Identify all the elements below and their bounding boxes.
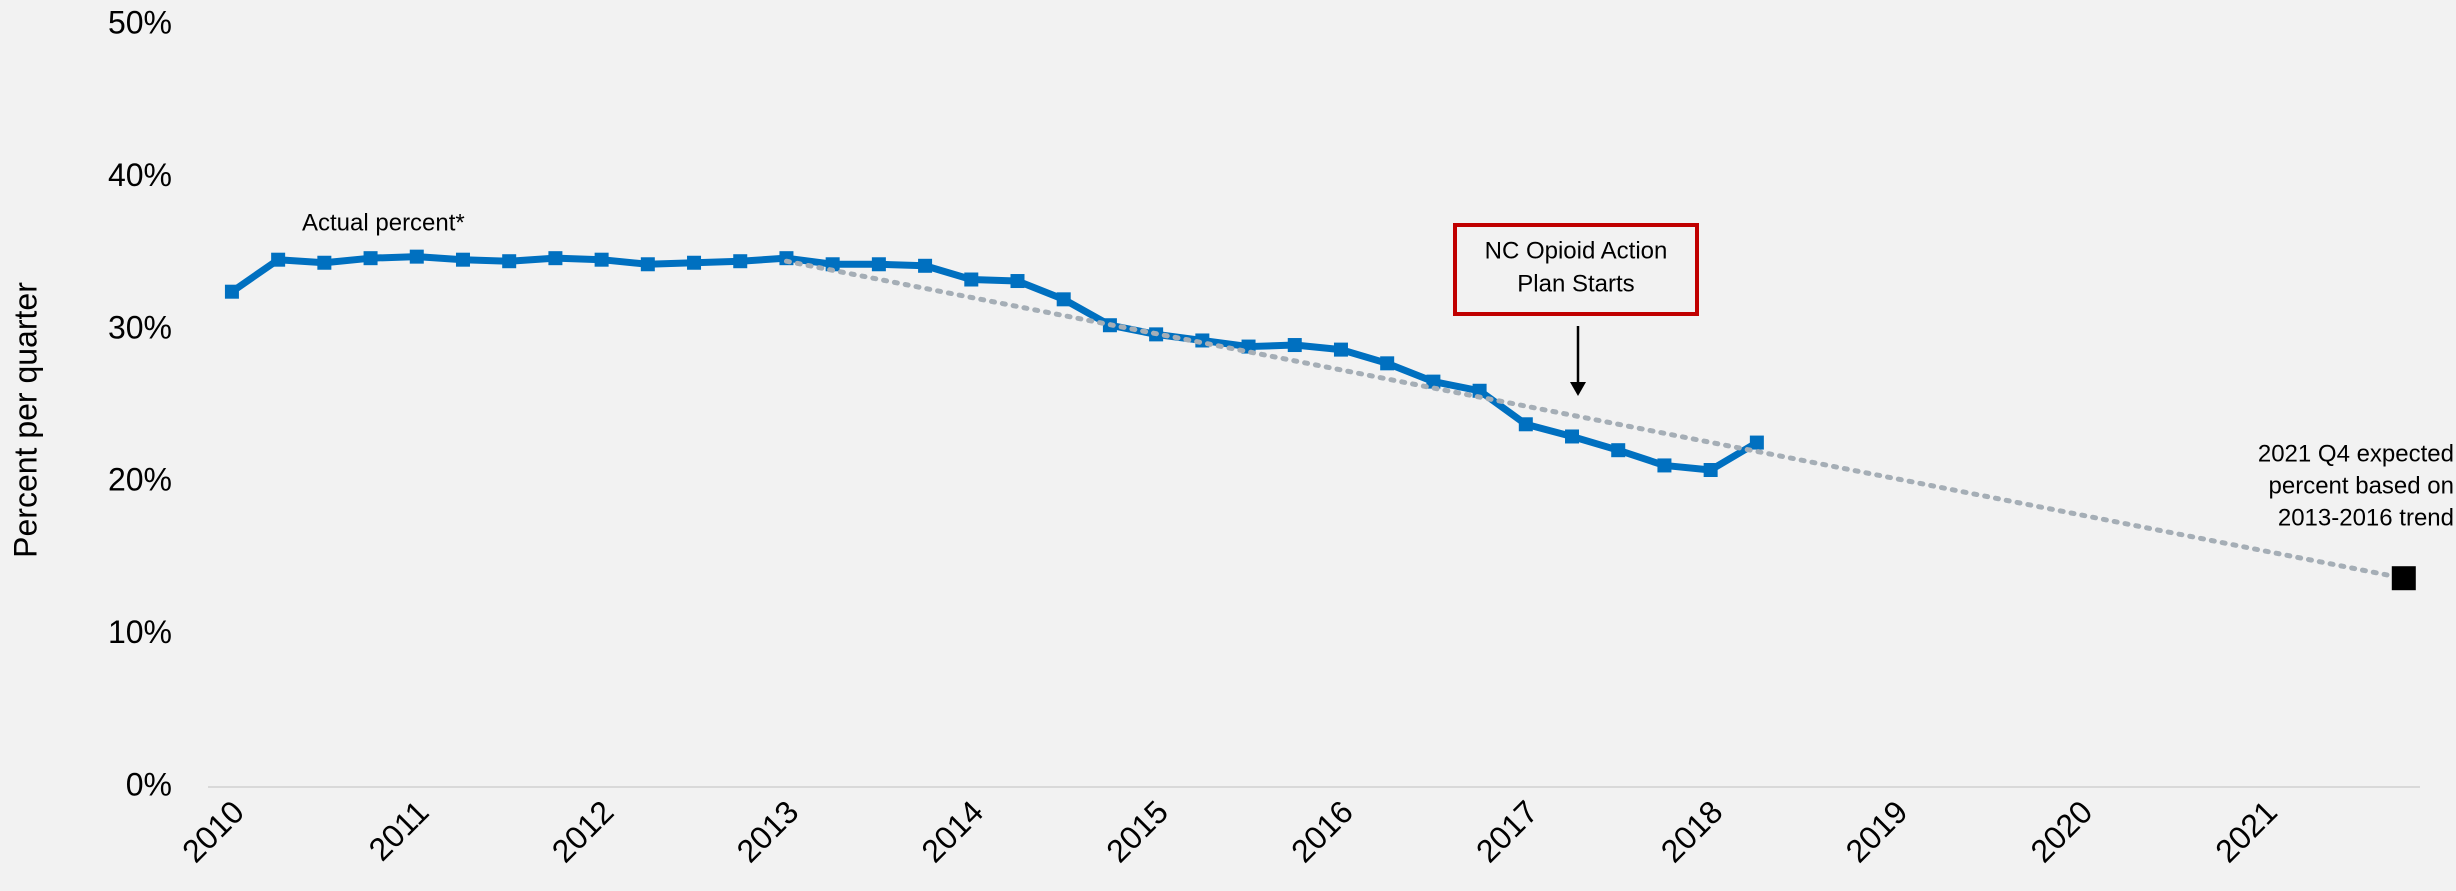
point-marker — [1010, 274, 1025, 289]
point-marker — [594, 252, 609, 267]
point-marker — [409, 249, 424, 264]
point-marker — [502, 254, 517, 269]
series-line — [228, 253, 1761, 474]
point-marker — [1749, 435, 1764, 450]
y-axis-label: Percent per quarter — [7, 282, 43, 558]
point-marker — [1426, 374, 1441, 389]
y-tick-label: 50% — [108, 4, 172, 40]
point-marker — [363, 251, 378, 266]
point-marker — [1056, 292, 1071, 307]
series-label: Actual percent* — [302, 209, 465, 236]
trend-line — [783, 258, 2407, 581]
annotation-text: NC Opioid Action — [1485, 237, 1668, 264]
annotation-text: Plan Starts — [1517, 270, 1634, 297]
point-marker — [548, 251, 563, 266]
point-marker — [687, 255, 702, 270]
point-marker — [733, 254, 748, 269]
point-marker — [918, 258, 933, 273]
point-marker — [1611, 443, 1626, 458]
point-marker — [455, 252, 470, 267]
point-marker — [317, 255, 332, 270]
annotation-arrowhead — [1570, 382, 1586, 396]
point-marker — [1333, 342, 1348, 357]
y-tick-label: 10% — [108, 614, 172, 650]
y-tick-label: 20% — [108, 462, 172, 498]
point-marker — [1472, 383, 1487, 398]
point-marker — [271, 252, 286, 267]
point-marker — [1287, 338, 1302, 353]
annotation-box — [1453, 223, 1699, 316]
point-marker — [1565, 429, 1580, 444]
point-marker — [1657, 458, 1672, 473]
point-marker — [224, 284, 239, 299]
point-marker — [1703, 463, 1718, 478]
y-tick-label: 30% — [108, 309, 172, 345]
trend-endpoint — [2391, 566, 2416, 591]
trend-note: percent based on — [2269, 472, 2454, 499]
trend-note: 2021 Q4 expected — [2258, 440, 2454, 467]
point-marker — [1518, 417, 1533, 432]
point-marker — [640, 257, 655, 272]
y-tick-label: 40% — [108, 157, 172, 193]
point-marker — [1380, 356, 1395, 371]
point-marker — [964, 272, 979, 287]
trend-note: 2013-2016 trend — [2278, 504, 2454, 531]
y-tick-label: 0% — [126, 766, 172, 802]
point-marker — [871, 257, 886, 272]
